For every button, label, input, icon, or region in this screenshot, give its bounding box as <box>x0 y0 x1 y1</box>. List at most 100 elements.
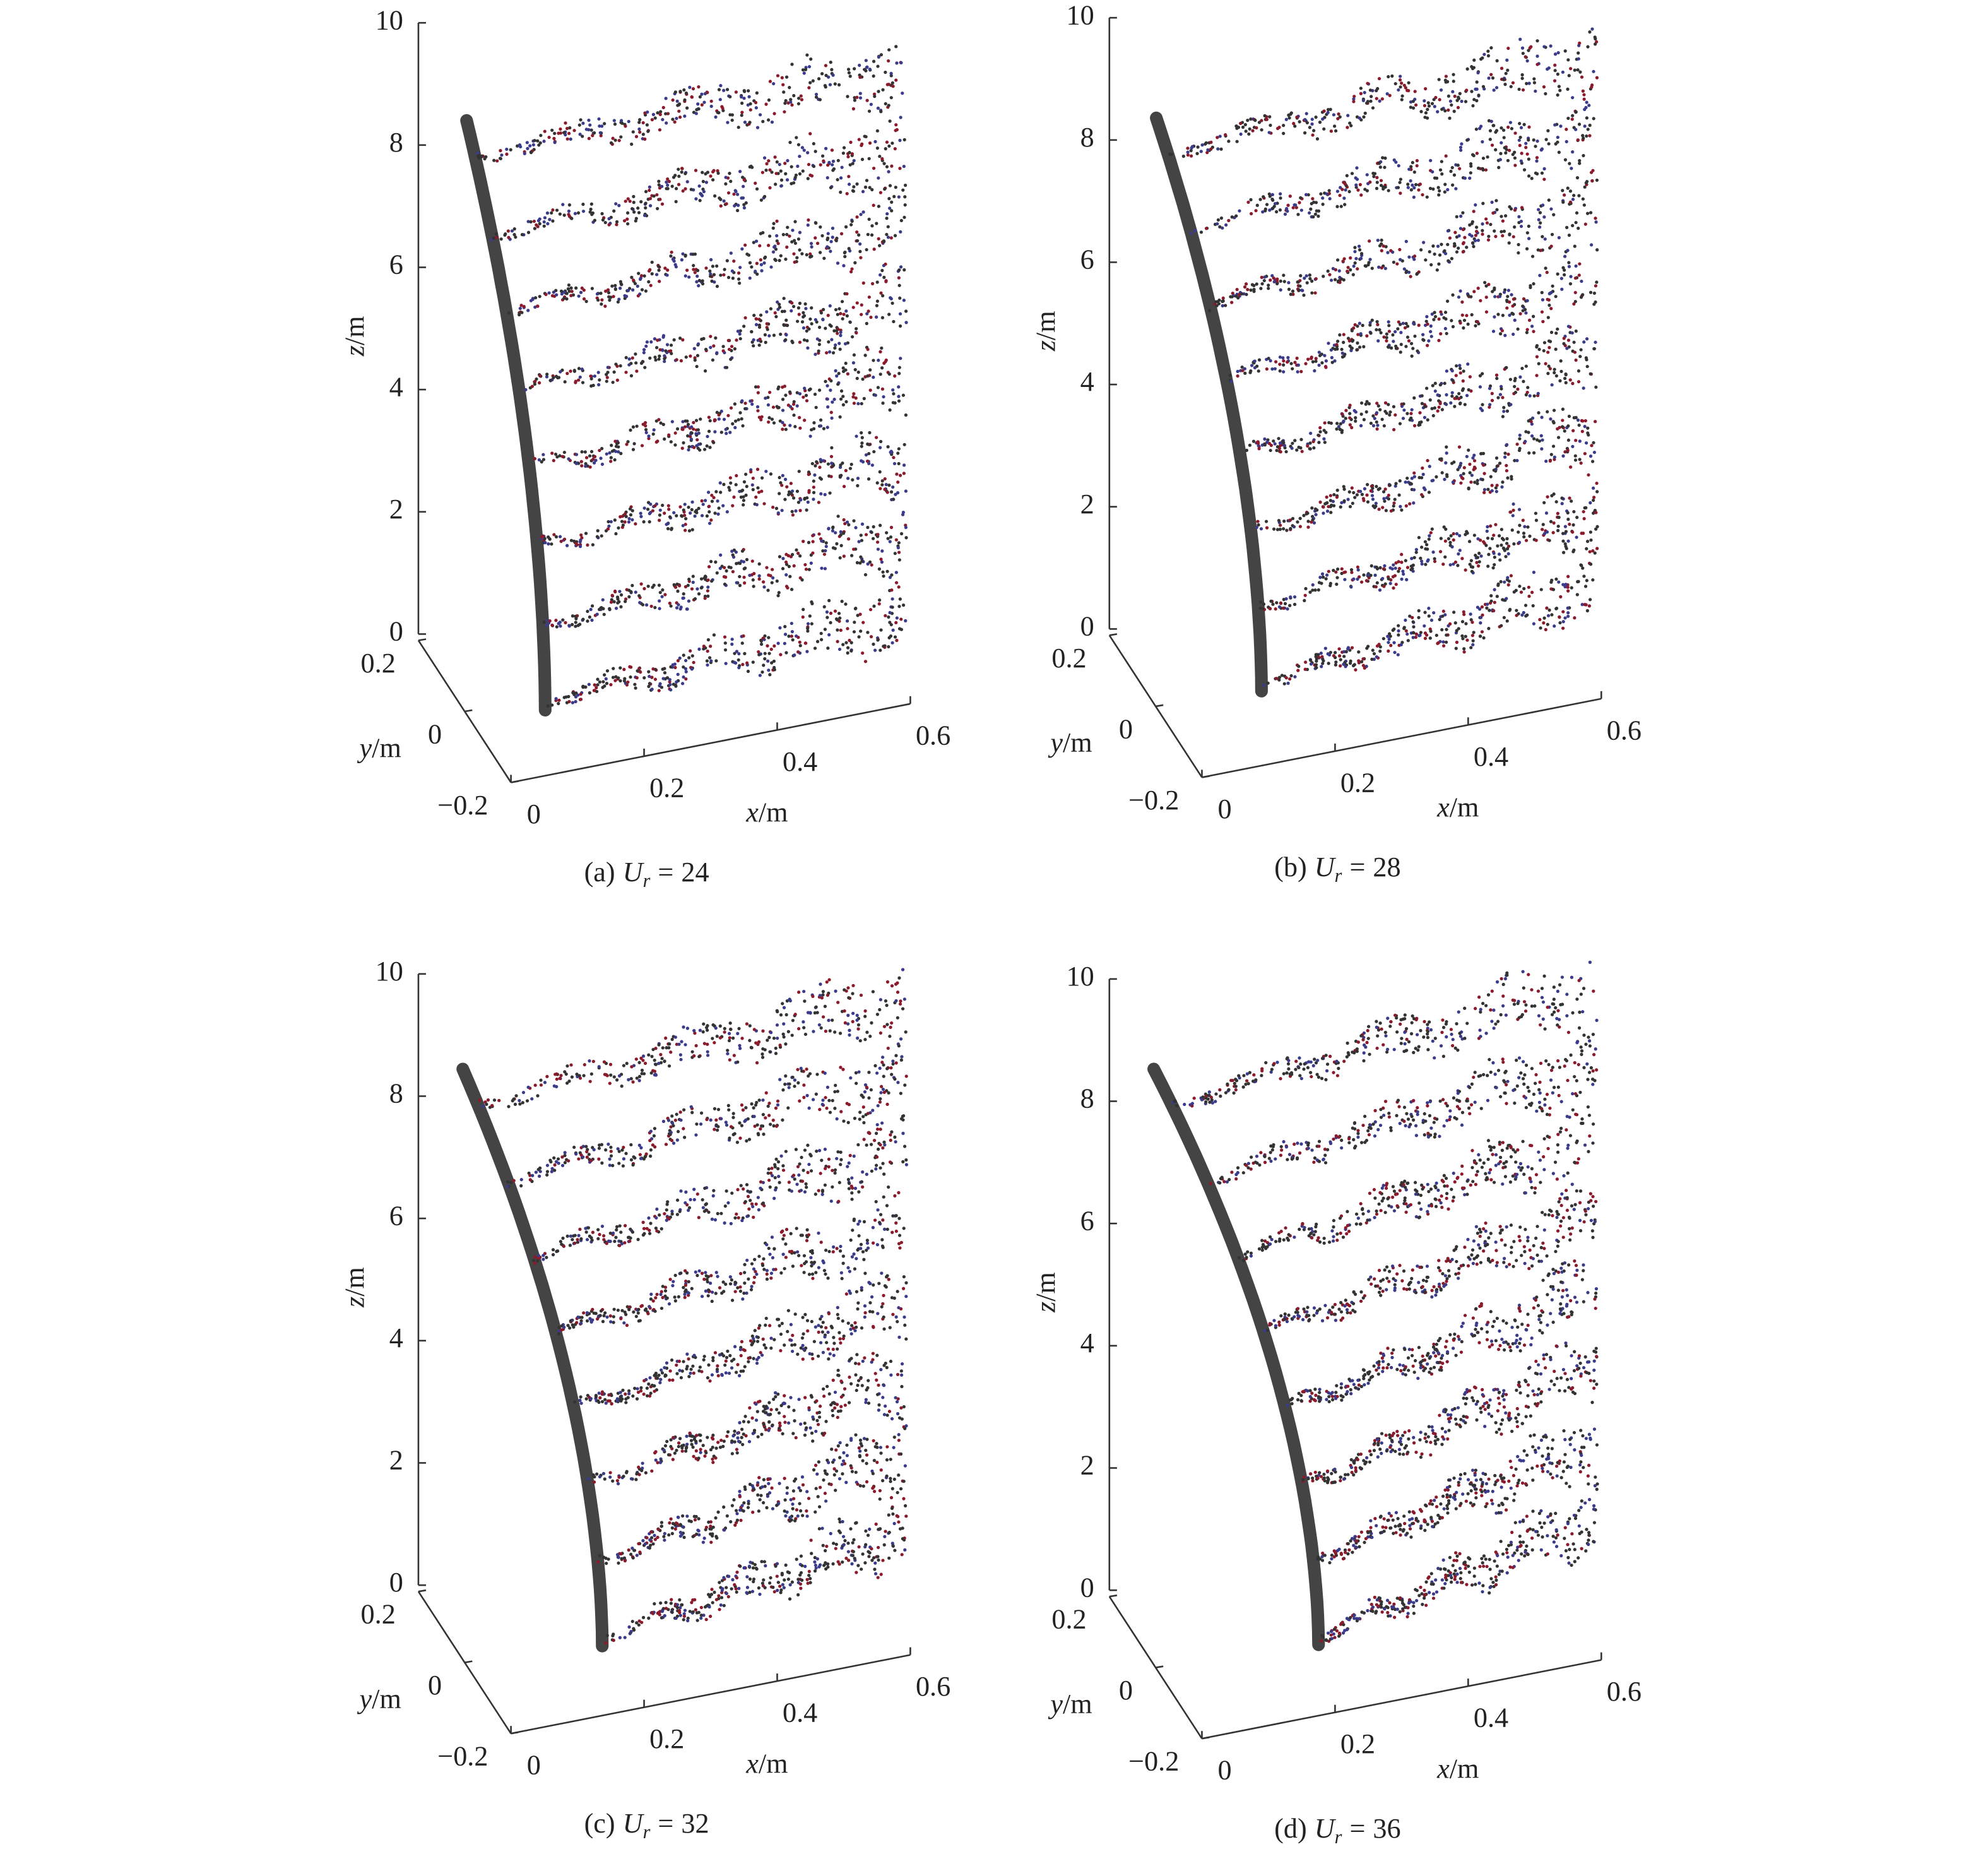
particle <box>1326 269 1330 273</box>
particle <box>658 513 662 517</box>
particle <box>550 294 555 298</box>
particle <box>706 585 710 589</box>
particle <box>710 279 714 283</box>
particle <box>658 607 661 610</box>
particle <box>829 621 832 624</box>
particle <box>1379 331 1383 335</box>
particle <box>1438 168 1443 172</box>
particle <box>886 225 890 229</box>
particle <box>1291 289 1295 293</box>
x-unit: /m <box>1450 792 1479 823</box>
particle <box>1568 496 1571 500</box>
particle <box>858 92 862 95</box>
particle <box>613 458 617 462</box>
x-symbol: x <box>1436 792 1450 823</box>
particle <box>1204 227 1209 230</box>
particle <box>1566 574 1570 578</box>
particle <box>853 67 856 71</box>
particle <box>892 319 896 324</box>
particle <box>1508 300 1512 304</box>
particle <box>586 543 589 547</box>
particle <box>1485 221 1489 225</box>
particle <box>737 126 740 129</box>
particle <box>553 452 558 456</box>
particle <box>733 347 737 351</box>
particle <box>728 431 732 434</box>
particle <box>709 345 713 350</box>
particle <box>634 352 637 356</box>
particle <box>562 537 567 541</box>
particle <box>752 344 755 348</box>
particle <box>725 510 729 514</box>
particle <box>683 523 687 526</box>
particle <box>875 222 879 225</box>
particle <box>1489 475 1493 478</box>
particle <box>1289 292 1293 296</box>
particle <box>1493 315 1496 319</box>
particle <box>1284 117 1288 121</box>
particle <box>1542 177 1546 181</box>
particle <box>1391 575 1395 579</box>
particle <box>831 163 834 167</box>
particle <box>700 103 704 107</box>
particle <box>717 413 721 417</box>
particle <box>1293 360 1297 364</box>
particle <box>781 473 784 477</box>
particle <box>1557 85 1561 88</box>
particle <box>820 234 824 238</box>
particle <box>550 542 553 546</box>
particle <box>841 461 844 465</box>
particle <box>1505 537 1509 540</box>
particle <box>830 461 834 465</box>
particle <box>1375 581 1379 585</box>
particle <box>589 607 593 612</box>
particle <box>641 603 645 607</box>
particle <box>671 663 675 667</box>
particle <box>866 374 870 378</box>
particle <box>801 68 805 72</box>
particle <box>639 200 643 204</box>
particle <box>592 461 596 465</box>
particle <box>711 178 715 182</box>
particle <box>1286 607 1289 611</box>
particle <box>832 329 836 333</box>
particle <box>1508 121 1513 124</box>
particle <box>1474 225 1479 229</box>
particle <box>872 376 875 379</box>
particle <box>886 537 890 540</box>
particle <box>652 583 656 587</box>
particle <box>1394 561 1398 565</box>
particle <box>904 309 908 313</box>
particle <box>750 265 754 269</box>
particle <box>675 117 678 121</box>
particle <box>735 193 740 196</box>
particle <box>802 315 805 319</box>
particle <box>1328 499 1332 502</box>
particle <box>756 486 760 490</box>
particle <box>1517 530 1520 534</box>
z-axis-label: z/m <box>340 316 370 357</box>
particle <box>1494 373 1499 377</box>
particle <box>867 109 872 113</box>
particle <box>796 636 800 639</box>
particle <box>723 582 727 586</box>
particle <box>695 280 699 283</box>
particle <box>1289 362 1293 365</box>
particle <box>1565 347 1569 350</box>
particle <box>724 182 728 186</box>
particle <box>836 331 839 335</box>
particle <box>1310 279 1314 283</box>
particle <box>1241 125 1245 129</box>
particle <box>1359 424 1363 427</box>
particle <box>1451 293 1455 297</box>
particle <box>1527 451 1531 455</box>
particle <box>1592 117 1595 121</box>
particle <box>638 130 642 134</box>
particle <box>1302 514 1306 518</box>
particle <box>1327 342 1330 345</box>
particle <box>1568 162 1571 165</box>
particle <box>1293 595 1297 599</box>
particle <box>1524 141 1528 145</box>
particle <box>836 261 840 265</box>
particle <box>839 176 843 180</box>
